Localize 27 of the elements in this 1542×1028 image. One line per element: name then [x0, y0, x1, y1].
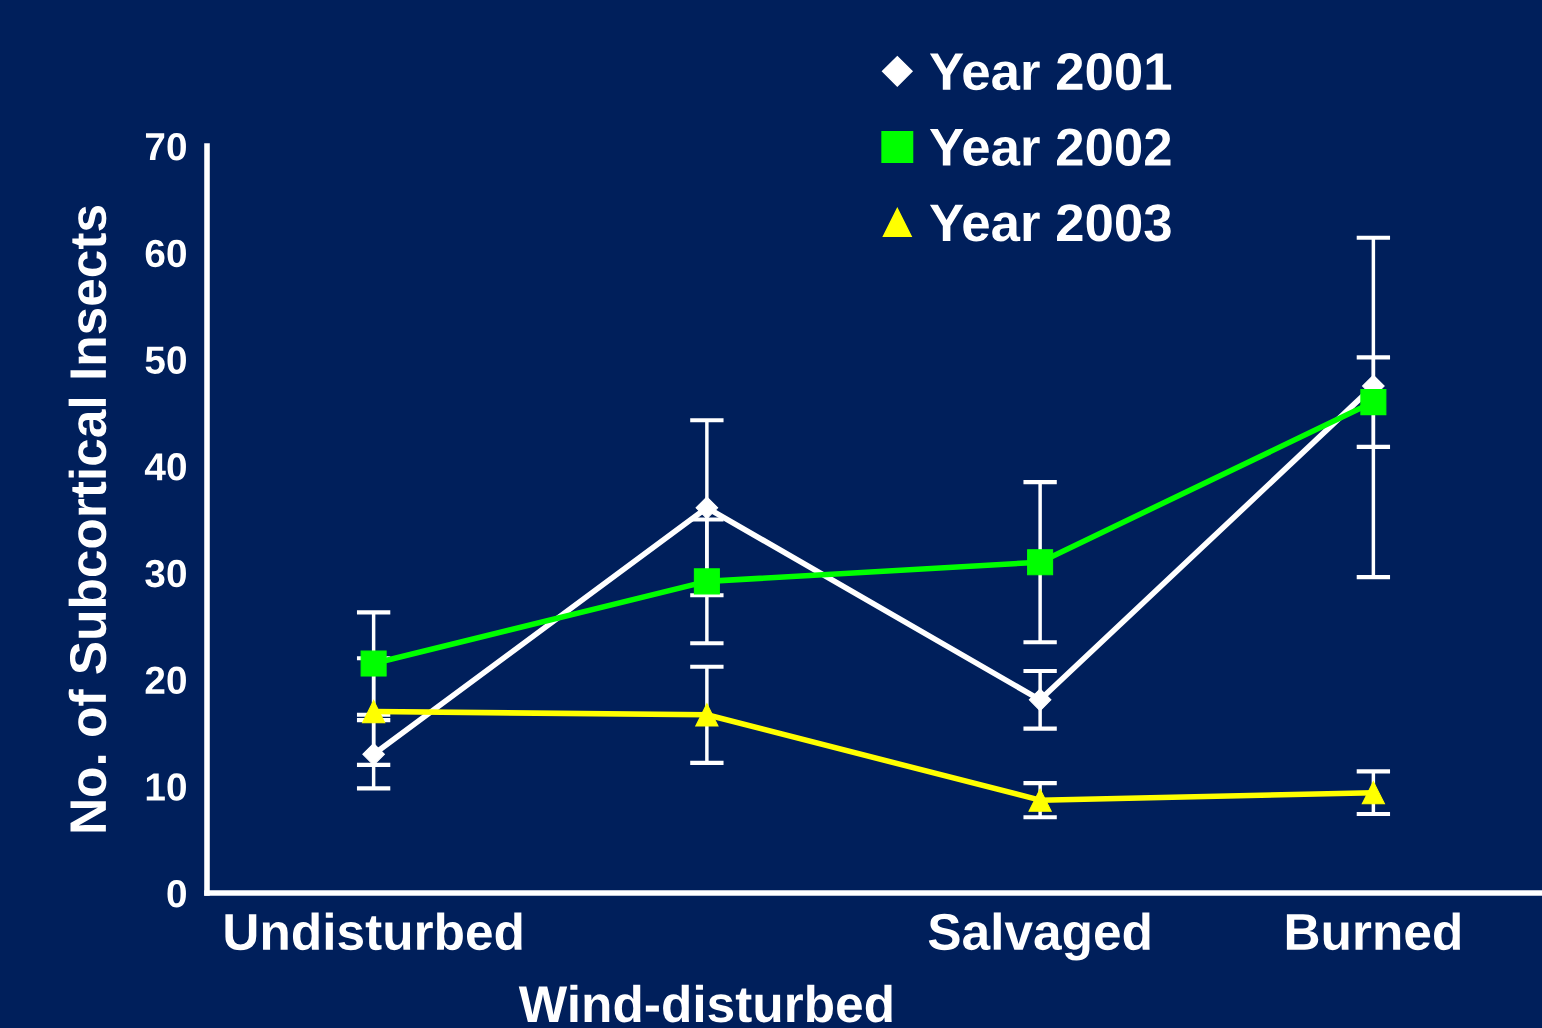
y-tick-label: 60 — [145, 239, 186, 268]
point — [1028, 688, 1052, 712]
y-axis-title: No. of Subcortical Insects — [68, 206, 107, 832]
point — [1360, 389, 1387, 416]
x-tick-label: Undisturbed — [225, 912, 522, 951]
legend-label: Year 2001 — [929, 52, 1172, 91]
point — [1027, 549, 1054, 576]
y-tick-label: 20 — [145, 666, 186, 695]
point — [1361, 781, 1386, 805]
x-tick-label: Wind-disturbed — [518, 984, 892, 1023]
x-tick-label: Salvaged — [928, 912, 1150, 961]
point — [360, 650, 387, 677]
legend-label: Year 2003 — [929, 204, 1171, 242]
point — [362, 742, 385, 766]
point — [695, 496, 719, 520]
legend-label: Year 2002 — [929, 128, 1171, 166]
point — [361, 699, 386, 724]
point — [695, 703, 719, 727]
y-tick-label: 30 — [145, 559, 186, 588]
point — [693, 568, 720, 595]
y-tick-label: 0 — [167, 879, 186, 908]
y-tick-label: 50 — [145, 346, 186, 374]
y-tick-label: 40 — [144, 453, 186, 481]
point — [1028, 788, 1052, 812]
x-tick-label: Burned — [1286, 912, 1460, 951]
y-tick-label: 70 — [145, 132, 186, 161]
y-tick-label: 10 — [146, 773, 186, 801]
